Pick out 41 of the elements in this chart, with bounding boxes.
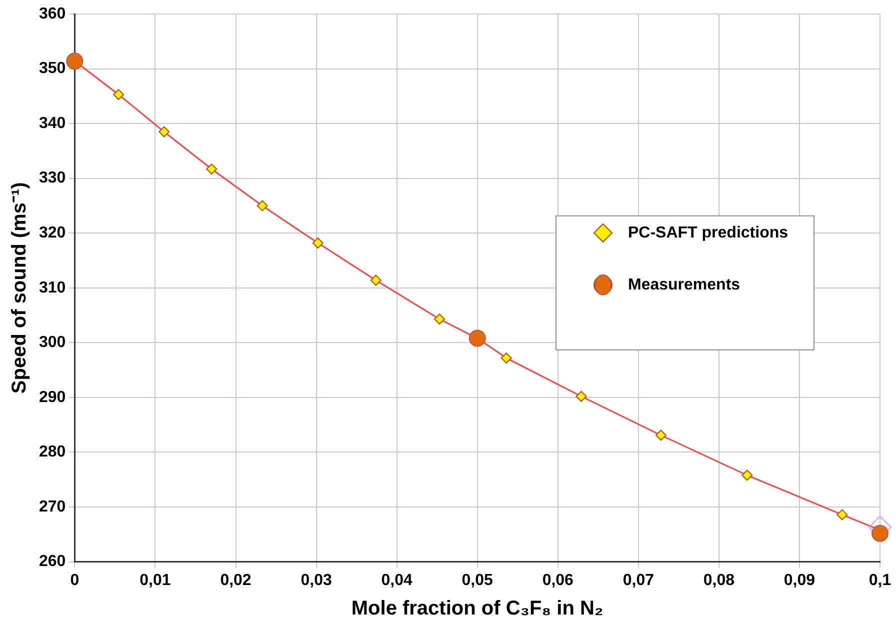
x-tick-label: 0,04: [381, 572, 412, 589]
x-tick-label: 0,03: [300, 572, 332, 589]
legend-label: PC-SAFT predictions: [628, 224, 788, 242]
point: [655, 430, 666, 441]
y-tick-label: 270: [38, 498, 66, 516]
x-tick-label: 0: [70, 572, 80, 589]
point: [468, 330, 486, 347]
point: [370, 274, 382, 286]
x-tick-label: 0,07: [622, 572, 654, 589]
y-tick-label: 330: [38, 170, 66, 187]
point: [836, 509, 848, 520]
point: [872, 524, 888, 542]
point: [500, 352, 512, 364]
point: [742, 470, 753, 481]
point: [206, 164, 218, 175]
y-tick-label: 290: [38, 388, 66, 406]
point: [576, 390, 587, 402]
y-tick-label: 310: [38, 279, 66, 296]
y-axis-title: Speed of sound (ms⁻¹): [8, 182, 31, 394]
legend-label: Measurements: [628, 276, 740, 294]
x-axis-title: Mole fraction of C₃F₈ in N₂: [351, 598, 604, 620]
y-tick-label: 360: [38, 5, 66, 22]
x-tick-label: 0,01: [140, 572, 171, 589]
point: [434, 314, 445, 325]
y-tick-label: 350: [38, 60, 66, 78]
point: [66, 52, 84, 70]
point: [113, 89, 124, 100]
y-tick-label: 320: [38, 224, 66, 242]
x-tick-label: 0,05: [462, 572, 494, 589]
point: [158, 126, 170, 138]
point: [256, 200, 268, 212]
x-tick-label: 0,02: [220, 572, 252, 589]
y-tick-label: 300: [38, 334, 66, 352]
point: [312, 237, 324, 248]
x-tick-label: 0,09: [784, 572, 816, 589]
y-tick-label: 260: [38, 553, 66, 570]
y-tick-label: 340: [38, 114, 66, 132]
y-tick-label: 280: [38, 444, 66, 461]
x-tick-label: 0,06: [542, 572, 574, 589]
x-tick-label: 0,1: [868, 572, 892, 589]
x-tick-label: 0,08: [703, 572, 735, 589]
